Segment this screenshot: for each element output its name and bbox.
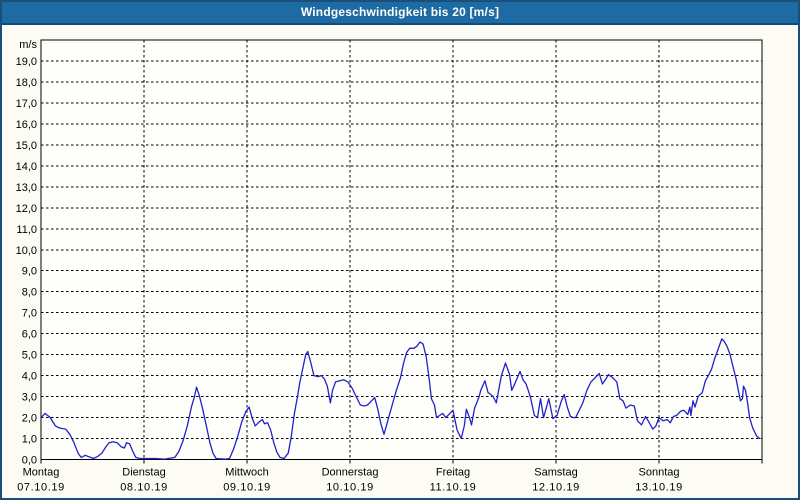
y-tick-label: 4,0 (22, 371, 37, 383)
y-tick-label: 2,0 (22, 413, 37, 425)
date-label: 08.10.19 (120, 482, 168, 494)
y-tick-label: 13,0 (16, 182, 37, 194)
y-tick-label: 10,0 (16, 245, 37, 257)
y-tick-label: 3,0 (22, 392, 37, 404)
y-tick-label: 8,0 (22, 287, 37, 299)
y-tick-label: 6,0 (22, 329, 37, 341)
date-label: 11.10.19 (430, 482, 477, 494)
y-axis-unit-label: m/s (19, 39, 37, 51)
chart-area: 19,0 18,0 17,0 16,0 15,0 14,0 13,0 12,0 11,0 10,0… (2, 25, 798, 498)
day-label: Freitag (436, 467, 470, 479)
y-tick-label: 0,0 (22, 455, 37, 467)
date-label: 09.10.19 (223, 482, 271, 494)
wind-speed-series (40, 338, 761, 460)
day-label: Samstag (534, 467, 577, 479)
day-label: Montag (23, 467, 60, 479)
date-label: 10.10.19 (326, 482, 374, 494)
y-tick-label: 11,0 (16, 224, 37, 236)
y-tick-label: 16,0 (16, 119, 37, 131)
day-label: Donnerstag (322, 467, 379, 479)
y-tick-label: 9,0 (22, 266, 37, 278)
y-tick-label: 17,0 (16, 98, 37, 110)
y-tick-label: 7,0 (22, 308, 37, 320)
date-label: 12.10.19 (532, 482, 580, 494)
wind-speed-chart: 19,0 18,0 17,0 16,0 15,0 14,0 13,0 12,0 11,0 10,0… (16, 39, 763, 494)
window-title: Windgeschwindigkeit bis 20 [m/s] (2, 2, 798, 25)
day-label: Dienstag (122, 467, 165, 479)
y-tick-label: 12,0 (16, 203, 37, 215)
day-label: Sonntag (639, 467, 680, 479)
y-tick-label: 18,0 (16, 77, 37, 89)
y-tick-label: 15,0 (16, 140, 37, 152)
date-label: 07.10.19 (17, 482, 65, 494)
day-label: Mittwoch (225, 467, 268, 479)
y-tick-label: 14,0 (16, 161, 37, 173)
y-tick-label: 19,0 (16, 56, 37, 68)
date-label: 13.10.19 (635, 482, 683, 494)
y-tick-label: 5,0 (22, 350, 37, 362)
y-tick-label: 1,0 (22, 434, 37, 446)
